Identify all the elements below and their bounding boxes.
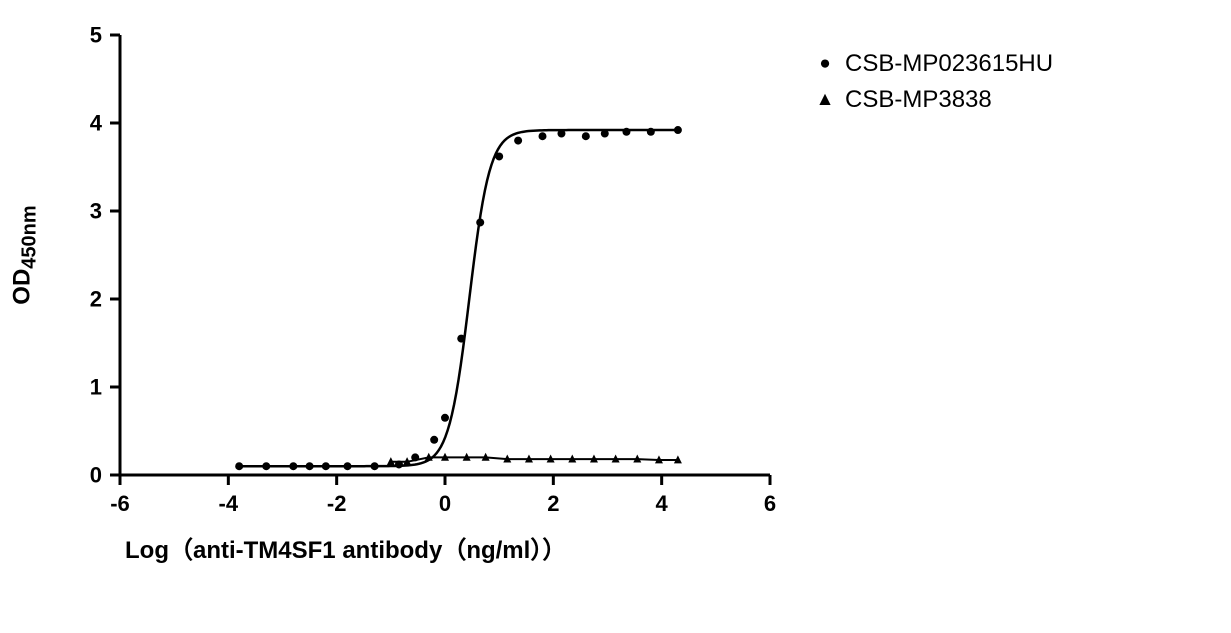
x-tick-label: -2 [327,491,347,516]
data-point-circle [557,130,565,138]
triangle-marker-icon: ▲ [805,89,845,111]
data-point-circle [441,414,449,422]
data-point-circle [289,462,297,470]
y-tick-label: 1 [90,375,102,400]
y-tick-label: 0 [90,463,102,488]
data-point-circle [601,130,609,138]
data-point-circle [306,462,314,470]
data-point-circle [235,462,243,470]
series-curve [239,130,678,466]
y-tick-label: 2 [90,287,102,312]
legend-item: ▲CSB-MP3838 [805,86,1053,114]
legend: ●CSB-MP023615HU▲CSB-MP3838 [805,50,1053,122]
x-tick-label: 0 [439,491,451,516]
legend-item: ●CSB-MP023615HU [805,50,1053,78]
data-point-circle [430,436,438,444]
x-tick-label: 2 [547,491,559,516]
data-point-circle [647,128,655,136]
data-point-circle [582,132,590,140]
data-point-circle [371,462,379,470]
x-tick-label: 6 [764,491,776,516]
data-point-circle [495,152,503,160]
x-tick-label: 4 [656,491,669,516]
data-point-circle [262,462,270,470]
y-tick-label: 5 [90,23,102,48]
data-point-circle [476,218,484,226]
y-axis-label: OD450nm [9,205,42,304]
data-point-circle [539,132,547,140]
x-tick-label: -6 [110,491,130,516]
y-tick-label: 3 [90,199,102,224]
data-point-circle [622,128,630,136]
data-point-circle [322,462,330,470]
x-tick-label: -4 [219,491,239,516]
circle-marker-icon: ● [805,53,845,75]
data-point-circle [674,126,682,134]
data-point-circle [344,462,352,470]
legend-label: CSB-MP3838 [845,86,992,114]
y-tick-label: 4 [90,111,103,136]
data-point-circle [514,137,522,145]
data-point-circle [457,335,465,343]
chart-container: -6 -4 -2 0 2 4 6 0 1 2 3 4 5 OD450nm Log（anti-TM4SF1… [0,0,1231,633]
x-axis-label: Log（anti-TM4SF1 antibody（ng/ml）） [125,530,566,565]
legend-label: CSB-MP023615HU [845,50,1053,78]
